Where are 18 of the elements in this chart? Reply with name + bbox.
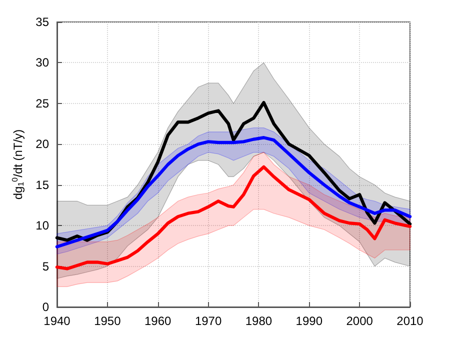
line-series: [55, 165, 412, 270]
x-tick-label: 1940: [44, 314, 71, 328]
x-tick-label: 1970: [194, 314, 222, 328]
y-axis-title: dg10/dt (nT/y): [10, 129, 26, 200]
y-tick-label: 25: [36, 96, 50, 110]
x-tick-label: 1950: [94, 314, 122, 328]
y-tick-label: 30: [36, 56, 50, 70]
y-tick-label: 10: [36, 218, 50, 233]
x-tick-label: 1990: [296, 314, 323, 328]
x-tick-label: 2000: [346, 314, 374, 328]
y-tick-label: 5: [42, 259, 50, 274]
x-tick-label: 1960: [144, 314, 172, 328]
y-tick-label: 15: [36, 178, 50, 192]
x-tick-label: 2010: [396, 314, 424, 328]
y-tick-label: 35: [36, 15, 50, 29]
y-tick-label: 0: [42, 300, 50, 314]
x-tick-label: 1980: [245, 314, 272, 328]
y-tick-label: 20: [36, 137, 50, 152]
